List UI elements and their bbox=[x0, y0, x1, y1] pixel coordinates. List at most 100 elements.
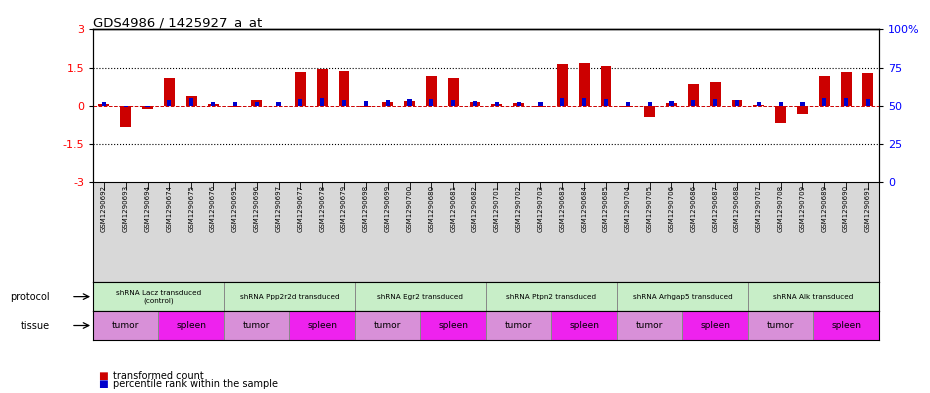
Bar bbox=[342, 100, 346, 106]
Bar bbox=[866, 99, 870, 106]
Bar bbox=[430, 99, 433, 106]
Bar bbox=[801, 103, 804, 106]
Text: GSM1290694: GSM1290694 bbox=[144, 185, 151, 232]
Bar bbox=[604, 99, 608, 106]
Text: GSM1290702: GSM1290702 bbox=[515, 185, 522, 232]
Bar bbox=[622, 106, 633, 107]
Bar bbox=[862, 73, 873, 106]
Text: GSM1290696: GSM1290696 bbox=[254, 185, 259, 232]
Text: GSM1290683: GSM1290683 bbox=[559, 185, 565, 232]
Text: GSM1290697: GSM1290697 bbox=[275, 185, 282, 232]
Bar bbox=[295, 72, 306, 106]
Bar bbox=[683, 311, 748, 340]
Text: GSM1290693: GSM1290693 bbox=[123, 185, 128, 232]
Bar bbox=[339, 71, 350, 106]
Text: GSM1290703: GSM1290703 bbox=[538, 185, 543, 232]
Bar bbox=[386, 100, 390, 106]
Text: ■: ■ bbox=[98, 379, 107, 389]
Bar bbox=[797, 106, 808, 114]
Text: GSM1290686: GSM1290686 bbox=[690, 185, 697, 232]
Text: GDS4986 / 1425927_a_at: GDS4986 / 1425927_a_at bbox=[93, 17, 262, 29]
Bar bbox=[778, 103, 783, 106]
Text: spleen: spleen bbox=[438, 321, 468, 330]
Text: GSM1290689: GSM1290689 bbox=[821, 185, 828, 232]
Text: tissue: tissue bbox=[20, 321, 50, 331]
Bar bbox=[382, 102, 393, 106]
Bar bbox=[538, 103, 542, 106]
Bar bbox=[666, 103, 677, 106]
Bar bbox=[224, 282, 355, 311]
Text: shRNA Ppp2r2d transduced: shRNA Ppp2r2d transduced bbox=[240, 294, 339, 299]
Text: GSM1290701: GSM1290701 bbox=[494, 185, 499, 232]
Bar bbox=[691, 100, 696, 106]
Text: GSM1290709: GSM1290709 bbox=[800, 185, 805, 232]
Bar bbox=[93, 282, 224, 311]
Text: GSM1290680: GSM1290680 bbox=[429, 185, 434, 232]
Bar bbox=[145, 106, 150, 107]
Text: GSM1290705: GSM1290705 bbox=[646, 185, 653, 232]
Bar bbox=[495, 103, 498, 106]
Text: protocol: protocol bbox=[10, 292, 50, 301]
Text: shRNA Alk transduced: shRNA Alk transduced bbox=[773, 294, 854, 299]
Bar bbox=[102, 103, 106, 106]
Bar bbox=[355, 311, 420, 340]
Bar bbox=[142, 106, 153, 109]
Bar bbox=[485, 282, 617, 311]
Bar bbox=[276, 103, 281, 106]
Bar bbox=[93, 311, 158, 340]
Text: spleen: spleen bbox=[307, 321, 338, 330]
Bar bbox=[560, 98, 565, 106]
Bar bbox=[776, 106, 786, 123]
Text: GSM1290700: GSM1290700 bbox=[406, 185, 413, 232]
Bar bbox=[688, 84, 698, 106]
Text: tumor: tumor bbox=[505, 321, 532, 330]
Bar bbox=[578, 62, 590, 106]
Bar bbox=[814, 311, 879, 340]
Bar bbox=[189, 98, 193, 106]
Bar bbox=[317, 69, 327, 106]
Text: GSM1290685: GSM1290685 bbox=[603, 185, 609, 232]
Text: GSM1290684: GSM1290684 bbox=[581, 185, 587, 232]
Text: GSM1290674: GSM1290674 bbox=[166, 185, 172, 232]
Bar bbox=[473, 101, 477, 106]
Text: tumor: tumor bbox=[767, 321, 794, 330]
Text: GSM1290707: GSM1290707 bbox=[756, 185, 762, 232]
Bar bbox=[748, 311, 814, 340]
Text: GSM1290692: GSM1290692 bbox=[101, 185, 107, 232]
Text: shRNA Lacz transduced
(control): shRNA Lacz transduced (control) bbox=[116, 290, 201, 304]
Bar bbox=[124, 106, 127, 107]
Bar bbox=[485, 311, 551, 340]
Bar bbox=[120, 106, 131, 127]
Text: GSM1290679: GSM1290679 bbox=[341, 185, 347, 232]
Text: shRNA Arhgap5 transduced: shRNA Arhgap5 transduced bbox=[632, 294, 732, 299]
Bar bbox=[164, 78, 175, 106]
Bar bbox=[355, 282, 485, 311]
Bar bbox=[186, 96, 196, 106]
Text: GSM1290704: GSM1290704 bbox=[625, 185, 631, 232]
Bar bbox=[230, 106, 240, 107]
Bar bbox=[617, 311, 683, 340]
Text: GSM1290698: GSM1290698 bbox=[363, 185, 369, 232]
Text: GSM1290678: GSM1290678 bbox=[319, 185, 325, 232]
Text: GSM1290682: GSM1290682 bbox=[472, 185, 478, 232]
Text: tumor: tumor bbox=[243, 321, 271, 330]
Bar bbox=[451, 100, 456, 106]
Bar bbox=[320, 98, 325, 106]
Text: GSM1290688: GSM1290688 bbox=[734, 185, 740, 232]
Bar bbox=[289, 311, 355, 340]
Bar bbox=[601, 66, 611, 106]
Bar bbox=[158, 311, 224, 340]
Text: ■: ■ bbox=[98, 371, 107, 381]
Bar bbox=[844, 98, 848, 106]
Bar bbox=[255, 103, 259, 106]
Bar bbox=[582, 98, 586, 106]
Text: GSM1290687: GSM1290687 bbox=[712, 185, 718, 232]
Text: tumor: tumor bbox=[112, 321, 140, 330]
Bar bbox=[211, 103, 215, 106]
Bar bbox=[535, 106, 546, 107]
Text: spleen: spleen bbox=[569, 321, 599, 330]
Text: spleen: spleen bbox=[176, 321, 206, 330]
Bar bbox=[167, 100, 171, 106]
Text: spleen: spleen bbox=[831, 321, 861, 330]
Text: GSM1290706: GSM1290706 bbox=[669, 185, 674, 232]
